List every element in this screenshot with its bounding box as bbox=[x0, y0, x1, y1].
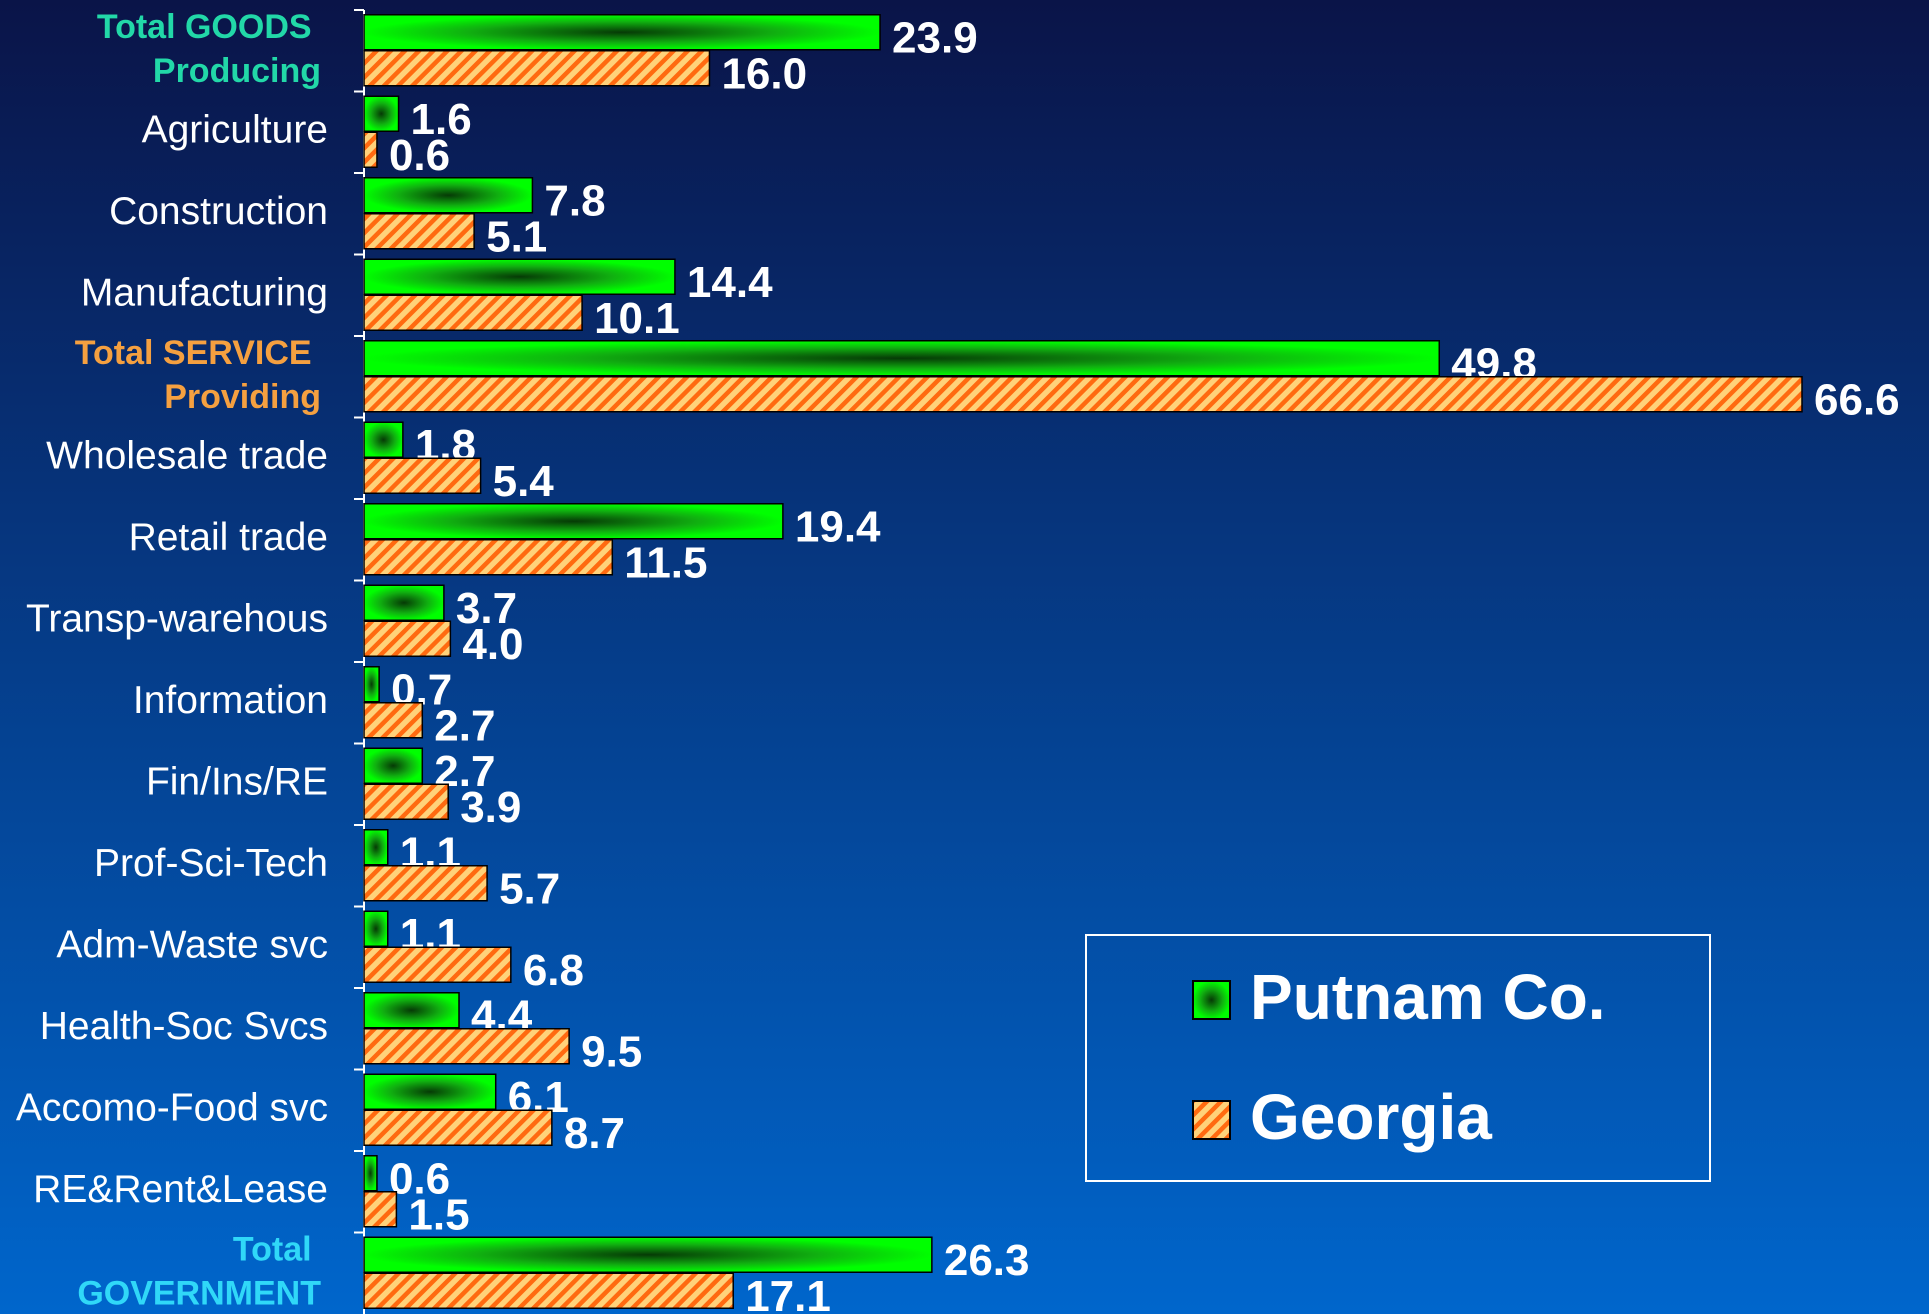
value-label: 19.4 bbox=[795, 502, 881, 551]
bar bbox=[363, 910, 389, 947]
bar bbox=[363, 1109, 553, 1146]
category-label: Total GOODS Producing bbox=[97, 8, 321, 90]
bar bbox=[363, 584, 445, 621]
bar bbox=[363, 702, 424, 739]
bar bbox=[363, 1155, 378, 1192]
category-label: Adm-Waste svc bbox=[56, 924, 328, 967]
value-label: 0.6 bbox=[389, 1154, 450, 1203]
value-label: 17.1 bbox=[745, 1272, 831, 1314]
category-label: Transp-warehous bbox=[26, 598, 328, 641]
bar bbox=[363, 131, 378, 168]
bar bbox=[363, 783, 449, 820]
value-label: 2.7 bbox=[434, 701, 495, 750]
bar bbox=[363, 457, 482, 494]
value-label: 6.8 bbox=[523, 946, 584, 995]
bar bbox=[363, 946, 512, 983]
category-label: Retail trade bbox=[129, 516, 328, 559]
bar bbox=[363, 421, 404, 458]
value-label: 26.3 bbox=[944, 1236, 1030, 1285]
value-label: 16.0 bbox=[721, 49, 807, 98]
value-label: 3.9 bbox=[460, 783, 521, 832]
value-label: 14.4 bbox=[687, 258, 773, 307]
bar bbox=[363, 50, 711, 87]
value-label: 11.5 bbox=[624, 538, 707, 587]
category-label: Wholesale trade bbox=[46, 435, 328, 478]
bar bbox=[363, 258, 676, 295]
value-label: 23.9 bbox=[892, 13, 978, 62]
value-label: 5.7 bbox=[499, 864, 560, 913]
legend-box bbox=[1085, 934, 1711, 1182]
bar bbox=[363, 829, 389, 866]
category-label: Prof-Sci-Tech bbox=[94, 842, 328, 885]
legend-swatch bbox=[1192, 980, 1231, 1020]
bar bbox=[363, 747, 424, 784]
category-label: RE&Rent&Lease bbox=[33, 1168, 328, 1211]
bar bbox=[363, 14, 881, 51]
bar bbox=[363, 376, 1803, 413]
value-label: 66.6 bbox=[1814, 375, 1900, 424]
bar bbox=[363, 1028, 570, 1065]
bar bbox=[363, 1191, 398, 1228]
category-label: Accomo-Food svc bbox=[16, 1087, 328, 1130]
bar bbox=[363, 992, 460, 1029]
category-label: Information bbox=[133, 679, 328, 722]
category-label: Manufacturing bbox=[81, 272, 328, 315]
bar bbox=[363, 1272, 734, 1309]
value-label: 1.6 bbox=[411, 95, 472, 144]
bar bbox=[363, 294, 583, 331]
legend-label: Georgia bbox=[1250, 1081, 1492, 1153]
bar bbox=[363, 666, 380, 703]
category-label: Fin/Ins/RE bbox=[146, 761, 328, 804]
legend-label: Putnam Co. bbox=[1250, 961, 1606, 1033]
value-label: 4.0 bbox=[462, 620, 523, 669]
legend-swatch bbox=[1192, 1100, 1231, 1140]
value-label: 1.5 bbox=[408, 1190, 469, 1239]
category-label: Total GOVERNMENT bbox=[77, 1230, 321, 1312]
value-label: 5.1 bbox=[486, 212, 547, 261]
bar bbox=[363, 95, 400, 132]
category-label: Total SERVICE Providing bbox=[75, 334, 321, 416]
bar bbox=[363, 865, 488, 902]
value-label: 10.1 bbox=[594, 294, 680, 343]
bar bbox=[363, 340, 1441, 377]
category-label: Agriculture bbox=[142, 109, 328, 152]
bar bbox=[363, 1073, 497, 1110]
category-label: Health-Soc Svcs bbox=[40, 1005, 328, 1048]
value-label: 9.5 bbox=[581, 1027, 642, 1076]
bar bbox=[363, 503, 784, 540]
bar bbox=[363, 213, 475, 250]
value-label: 3.7 bbox=[456, 584, 517, 633]
category-label: Construction bbox=[109, 190, 328, 233]
value-label: 7.8 bbox=[544, 176, 605, 225]
bar bbox=[363, 620, 452, 657]
value-label: 8.7 bbox=[564, 1109, 625, 1158]
value-label: 5.4 bbox=[493, 457, 555, 506]
value-label: 0.6 bbox=[389, 131, 450, 180]
bar bbox=[363, 1236, 933, 1273]
bar bbox=[363, 177, 534, 214]
bar bbox=[363, 539, 614, 576]
